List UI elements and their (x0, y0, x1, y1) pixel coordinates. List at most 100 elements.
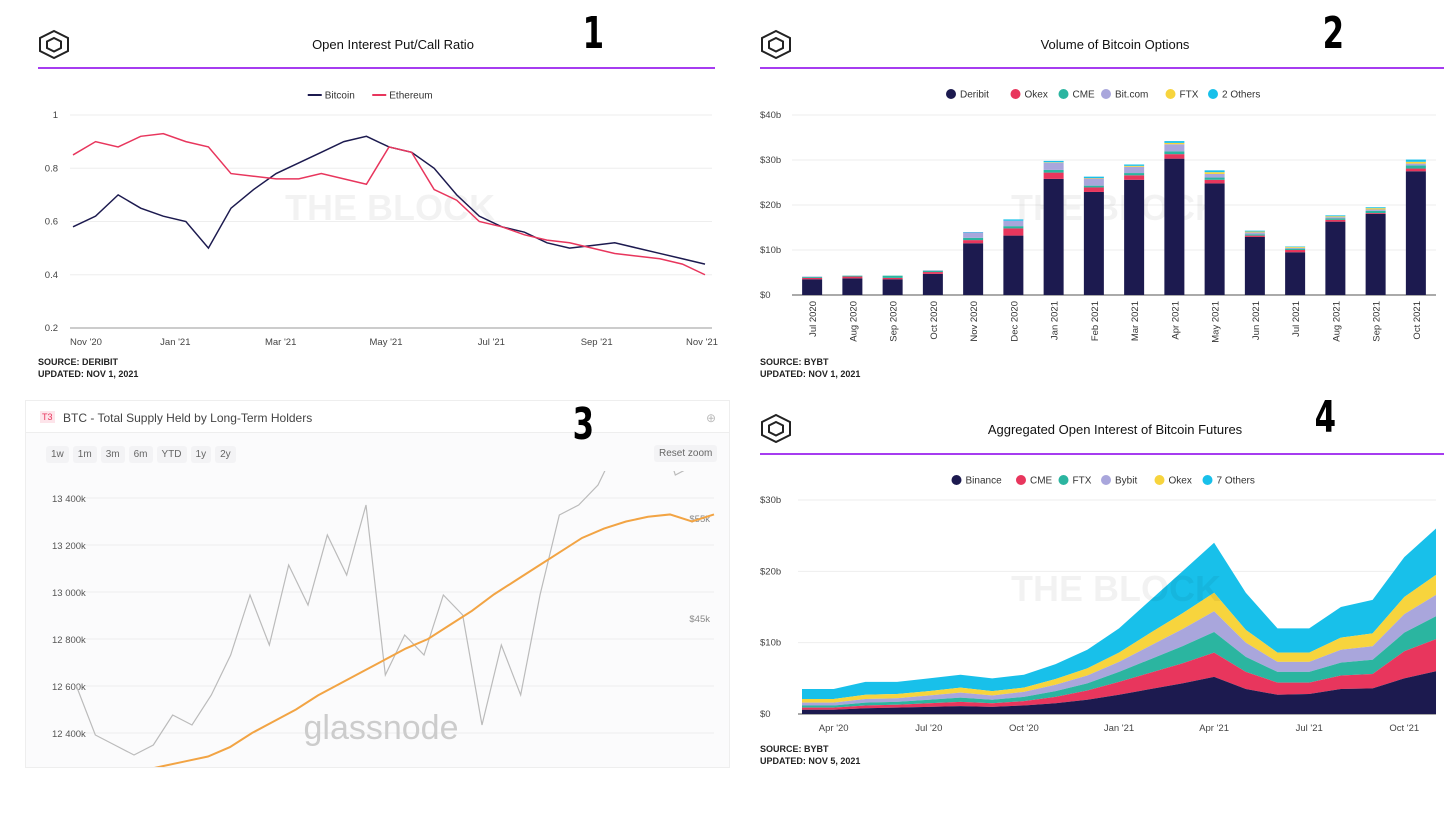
bar-okex (1405, 168, 1426, 172)
range-ytd-button[interactable]: YTD (156, 446, 187, 463)
bar-deribit (1003, 235, 1024, 295)
the-block-logo-icon (39, 29, 69, 59)
bar-okex (1003, 228, 1024, 236)
y-tick-label: 13 000k (52, 588, 86, 599)
source-label: SOURCE: BYBT (760, 357, 829, 367)
bar-okex (1043, 172, 1064, 179)
bar-cme (882, 275, 903, 278)
lth-supply-line (154, 513, 715, 767)
x-tick-label: Apr '21 (1199, 723, 1229, 734)
x-tick-label: Jan '21 (160, 337, 190, 348)
chart-title: Open Interest Put/Call Ratio (312, 37, 474, 52)
bar-cme (922, 270, 943, 273)
x-tick-label: Sep '21 (581, 337, 613, 348)
divider (760, 67, 1444, 69)
range-6m-button[interactable]: 6m (128, 446, 153, 463)
y-tick-label: $40b (760, 110, 781, 121)
range-1m-button[interactable]: 1m (72, 446, 97, 463)
panel-number: 3 (572, 400, 595, 450)
legend-label: CME (1030, 476, 1053, 487)
futures-oi-chart: Binance CME FTX Bybit Okex 7 Others $0 $10b $20b… (760, 475, 1436, 734)
range-1y-button[interactable]: 1y (190, 446, 212, 463)
legend-swatch (1202, 475, 1213, 485)
x-tick-label: Jul 2021 (1291, 301, 1302, 337)
y-tick-label: 12 600k (52, 682, 86, 693)
bar-okex (1124, 175, 1145, 180)
bar-2-others (1365, 207, 1386, 209)
y-tick-label: $20b (760, 200, 781, 211)
the-block-logo-icon (761, 29, 791, 59)
bar-bit-com (1285, 247, 1306, 249)
bar-deribit (1244, 236, 1265, 295)
x-tick-label: Oct 2021 (1412, 301, 1423, 340)
reset-zoom-button[interactable]: Reset zoom (654, 445, 718, 462)
y-tick-label: 12 800k (52, 635, 86, 646)
legend-label: Ethereum (389, 91, 432, 102)
divider (38, 67, 715, 69)
legend-swatch (1010, 89, 1021, 99)
x-tick-label: Mar 2021 (1130, 301, 1141, 341)
bar-2-others (1325, 215, 1346, 217)
y-tick-label: 13 400k (52, 494, 86, 505)
watermark: THE BLOCK (285, 187, 495, 228)
x-tick-label: Nov '20 (70, 337, 102, 348)
bar-deribit (1405, 171, 1426, 295)
x-tick-label: Oct 2020 (929, 301, 940, 340)
bar-2-others (1405, 159, 1426, 162)
bar-okex (1244, 235, 1265, 237)
updated-label: UPDATED: NOV 1, 2021 (38, 369, 139, 379)
bar-deribit (842, 278, 863, 295)
bar-bit-com (1244, 232, 1265, 235)
legend-swatch (1058, 475, 1069, 485)
panel-lth-supply: T3 BTC - Total Supply Held by Long-Term … (25, 400, 730, 768)
bar-bit-com (1325, 217, 1346, 219)
legend-swatch (1058, 89, 1069, 99)
bar-okex (922, 272, 943, 274)
bar-ftx (1325, 216, 1346, 218)
bar-ftx (1365, 208, 1386, 210)
x-tick-label: Oct '21 (1389, 723, 1419, 734)
y-tick-label: $10b (760, 245, 781, 256)
y-tick-label: $20b (760, 566, 781, 577)
bar-2-others (1043, 160, 1064, 163)
bar-deribit (922, 273, 943, 295)
y-tick-label: 0.4 (45, 270, 58, 281)
range-3m-button[interactable]: 3m (100, 446, 125, 463)
x-tick-label: Feb 2021 (1090, 301, 1101, 341)
y-tick-label: 13 200k (52, 541, 86, 552)
bar-deribit (1083, 191, 1104, 295)
range-2y-button[interactable]: 2y (215, 446, 236, 463)
y-tick-label: $30b (760, 155, 781, 166)
x-tick-label: Jul '21 (478, 337, 505, 348)
legend-label: Okex (1025, 90, 1048, 101)
bar-bit-com (1124, 166, 1145, 174)
bar-2-others (1204, 170, 1225, 173)
area-cme (802, 639, 1436, 710)
bar-cme (842, 275, 863, 277)
legend-swatch (946, 89, 956, 99)
series-line-ethereum (72, 132, 706, 276)
bar-ftx (1285, 246, 1306, 248)
x-tick-label: Nov 2020 (969, 301, 980, 342)
bar-bit-com (1003, 220, 1024, 227)
updated-label: UPDATED: NOV 1, 2021 (760, 369, 861, 379)
x-tick-label: Mar '21 (265, 337, 296, 348)
x-tick-label: Jan '21 (1104, 723, 1134, 734)
zoom-icon[interactable]: ⊕ (706, 411, 717, 425)
bar-bit-com (1365, 209, 1386, 211)
x-tick-label: Oct '20 (1009, 723, 1039, 734)
bar-okex (1365, 213, 1386, 214)
bar-cme (1003, 226, 1024, 229)
bar-deribit (1365, 214, 1386, 295)
watermark: THE BLOCK (1011, 187, 1221, 228)
chart-title: Aggregated Open Interest of Bitcoin Futu… (987, 422, 1243, 437)
y-tick-label: 0.6 (45, 217, 58, 228)
legend-label: 7 Others (1217, 476, 1255, 487)
watermark: THE BLOCK (1011, 568, 1221, 609)
bar-deribit (802, 279, 823, 295)
bar-deribit (1325, 221, 1346, 295)
range-1w-button[interactable]: 1w (46, 446, 69, 463)
x-tick-label: Aug 2021 (1331, 301, 1342, 342)
lth-supply-chart: 12 400k 12 600k 12 800k 13 000k 13 200k 13 40… (52, 471, 715, 767)
bar-cme (1405, 165, 1426, 169)
